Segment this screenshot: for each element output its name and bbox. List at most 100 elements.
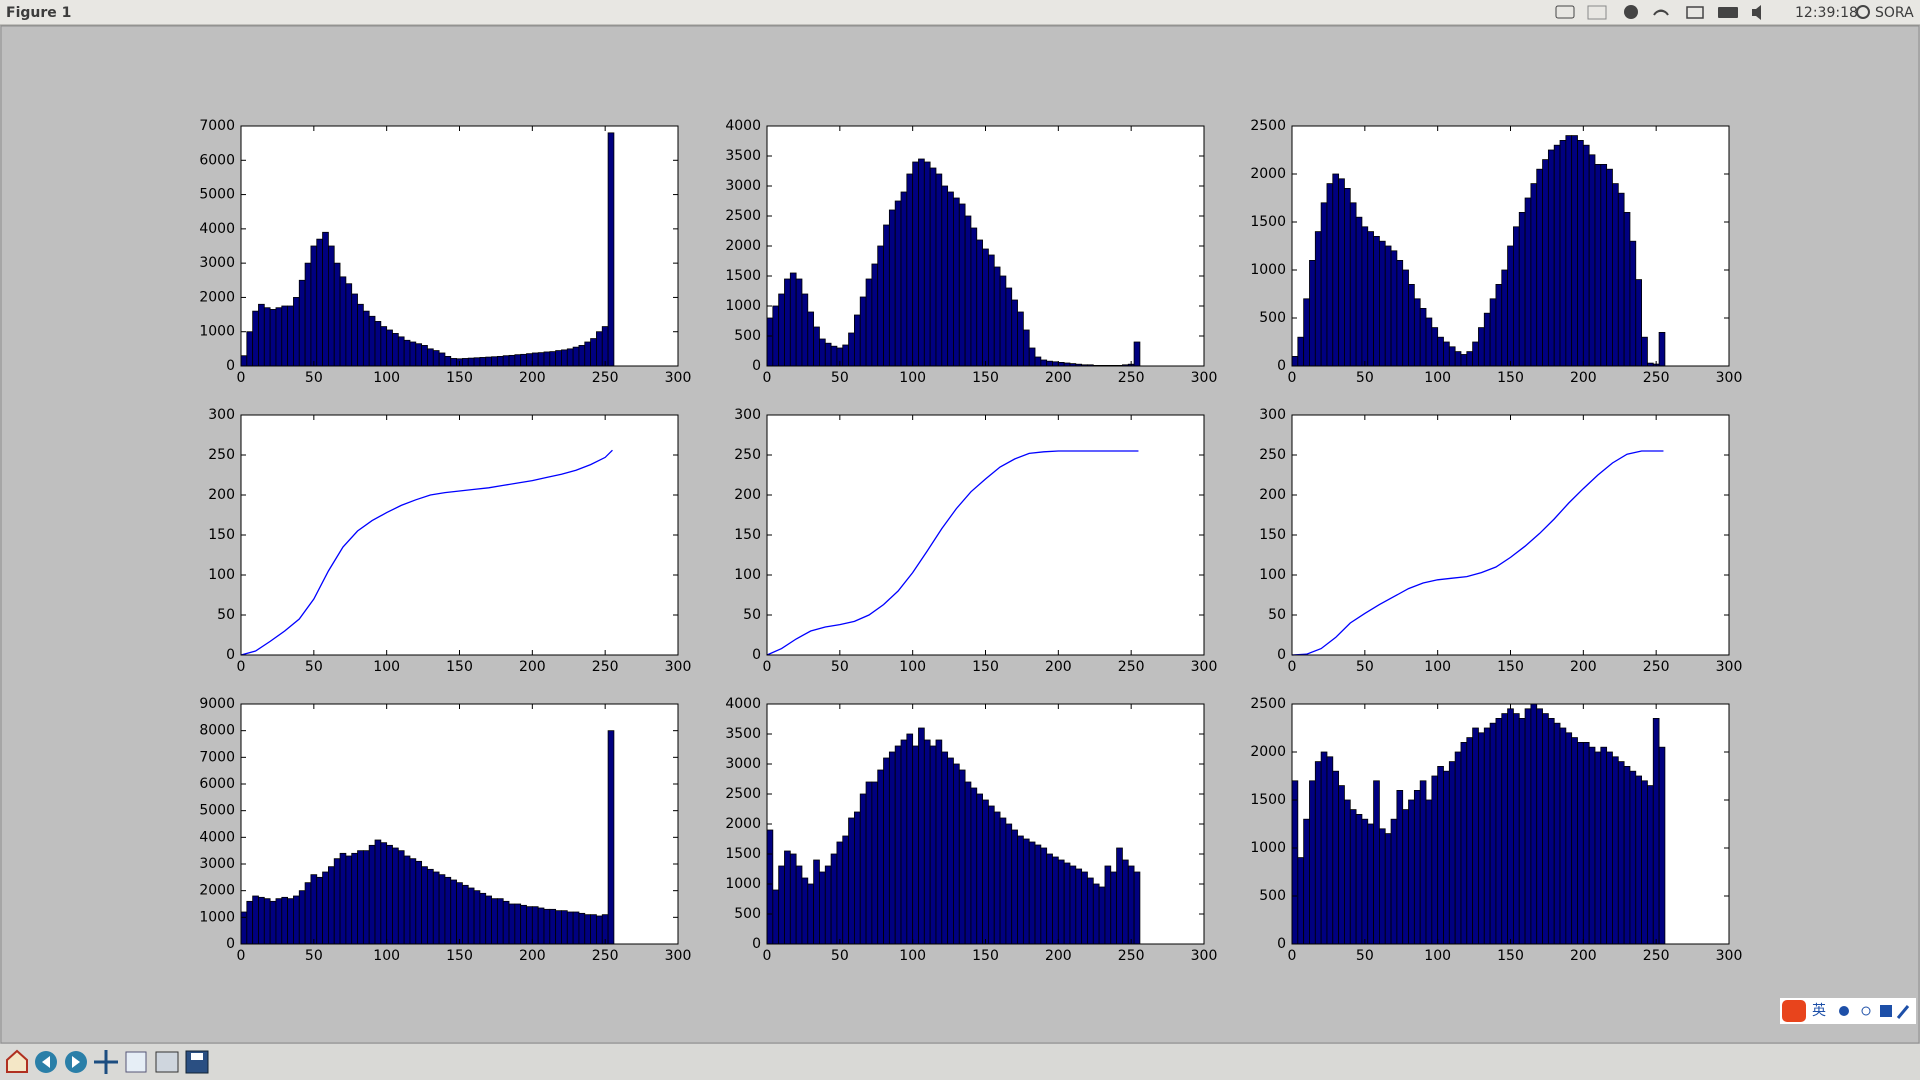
histogram-bar xyxy=(502,900,510,945)
histogram-bar xyxy=(1408,799,1415,945)
histogram-bar xyxy=(1028,841,1036,945)
histogram-bar xyxy=(450,358,457,367)
ime-icon[interactable] xyxy=(1880,1005,1892,1017)
ime-mode[interactable]: 英 xyxy=(1812,1002,1826,1019)
histogram-bar xyxy=(1466,351,1474,367)
tray-icon[interactable] xyxy=(1624,5,1638,19)
histogram-bar xyxy=(947,757,954,945)
x-tick-label: 50 xyxy=(305,948,323,964)
histogram-bar xyxy=(1437,766,1444,945)
x-tick-label: 200 xyxy=(1570,659,1597,675)
histogram-bar xyxy=(830,853,838,945)
histogram-bar xyxy=(514,903,522,945)
x-tick-label: 0 xyxy=(1288,370,1297,386)
x-tick-label: 300 xyxy=(1716,948,1743,964)
settings-icon[interactable] xyxy=(1856,5,1870,19)
y-tick-label: 2000 xyxy=(199,883,235,899)
tray-icon[interactable] xyxy=(1752,5,1761,20)
histogram-bar xyxy=(900,191,908,367)
histogram-bar xyxy=(813,859,820,945)
y-tick-label: 3000 xyxy=(199,255,235,271)
histogram-bar xyxy=(368,315,376,367)
histogram-bar xyxy=(298,279,306,367)
histogram-bar xyxy=(912,161,919,367)
histogram-bar xyxy=(1623,766,1631,945)
x-tick-label: 50 xyxy=(1356,370,1374,386)
y-tick-label: 1000 xyxy=(199,324,235,340)
y-tick-label: 0 xyxy=(226,647,235,663)
histogram-bar xyxy=(871,781,879,945)
histogram-bar xyxy=(801,293,809,367)
histogram-bar xyxy=(380,842,388,945)
histogram-bar xyxy=(1303,298,1310,367)
ime-icon[interactable] xyxy=(1896,1005,1910,1019)
y-tick-label: 1500 xyxy=(1250,792,1286,808)
forward-arrow xyxy=(72,1056,80,1068)
subplot: 0 50 100 150 200 250 3000100020003000400050006… xyxy=(199,696,691,964)
histogram-bar xyxy=(1413,298,1421,367)
histogram-bar xyxy=(923,161,931,367)
ime-icon[interactable] xyxy=(1861,1006,1871,1016)
user-name[interactable]: SORA xyxy=(1875,5,1914,21)
histogram-bar xyxy=(1629,770,1637,945)
y-tick-label: 150 xyxy=(734,527,761,543)
histogram-bar xyxy=(888,751,896,945)
zoom-button[interactable] xyxy=(125,1051,147,1073)
home-button[interactable] xyxy=(6,1049,28,1073)
tray-icon[interactable] xyxy=(1686,6,1704,19)
x-tick-label: 100 xyxy=(1424,370,1451,386)
histogram-bar xyxy=(912,745,919,945)
histogram-bar xyxy=(491,898,498,945)
y-tick-label: 2000 xyxy=(725,238,761,254)
x-tick-label: 100 xyxy=(1424,948,1451,964)
histogram-bar xyxy=(1011,829,1018,945)
histogram-bar xyxy=(923,739,931,945)
histogram-bar xyxy=(438,874,446,945)
histogram-bar xyxy=(1011,299,1018,367)
histogram-bar xyxy=(252,310,259,367)
histogram-bar xyxy=(316,238,323,367)
pan-button[interactable] xyxy=(94,1050,118,1074)
histogram-bar xyxy=(929,167,937,367)
histogram-bar xyxy=(1588,154,1596,367)
histogram-bar xyxy=(888,209,896,367)
y-tick-label: 2000 xyxy=(1250,744,1286,760)
tray-icon[interactable] xyxy=(1555,5,1575,19)
y-tick-label: 300 xyxy=(734,407,761,423)
histogram-bar xyxy=(1472,341,1479,367)
histogram-bar xyxy=(865,278,873,367)
histogram-bar xyxy=(1478,732,1485,945)
x-tick-label: 0 xyxy=(1288,659,1297,675)
histogram-bar xyxy=(1419,307,1427,367)
ime-logo[interactable] xyxy=(1782,1000,1806,1022)
x-tick-label: 100 xyxy=(373,370,400,386)
y-tick-label: 50 xyxy=(217,607,235,623)
histogram-bar xyxy=(1122,859,1129,945)
histogram-bar xyxy=(766,317,774,367)
x-tick-label: 250 xyxy=(1118,659,1145,675)
x-tick-label: 250 xyxy=(592,948,619,964)
histogram-bar xyxy=(1291,355,1299,367)
histogram-bar xyxy=(1361,818,1369,945)
tray-icon[interactable] xyxy=(1653,9,1669,16)
histogram-bar xyxy=(1559,139,1567,367)
histogram-bar xyxy=(1104,865,1112,945)
histogram-bar xyxy=(252,895,259,945)
histogram-bar xyxy=(514,354,522,367)
histogram-bar xyxy=(1641,780,1648,945)
histogram-bar xyxy=(854,811,861,945)
x-tick-label: 200 xyxy=(1045,948,1072,964)
histogram-bar xyxy=(1320,202,1328,367)
histogram-bar xyxy=(485,895,492,945)
x-tick-label: 50 xyxy=(831,948,849,964)
x-tick-label: 50 xyxy=(1356,659,1374,675)
tray-icon[interactable] xyxy=(1718,7,1738,18)
tray-icon[interactable] xyxy=(1587,5,1607,20)
subplots-button[interactable] xyxy=(155,1051,179,1073)
histogram-bar xyxy=(1507,245,1514,367)
ime-icon[interactable] xyxy=(1839,1006,1849,1016)
histogram-bar xyxy=(531,352,539,367)
histogram-bar xyxy=(1390,250,1398,367)
histogram-bar xyxy=(578,345,586,367)
